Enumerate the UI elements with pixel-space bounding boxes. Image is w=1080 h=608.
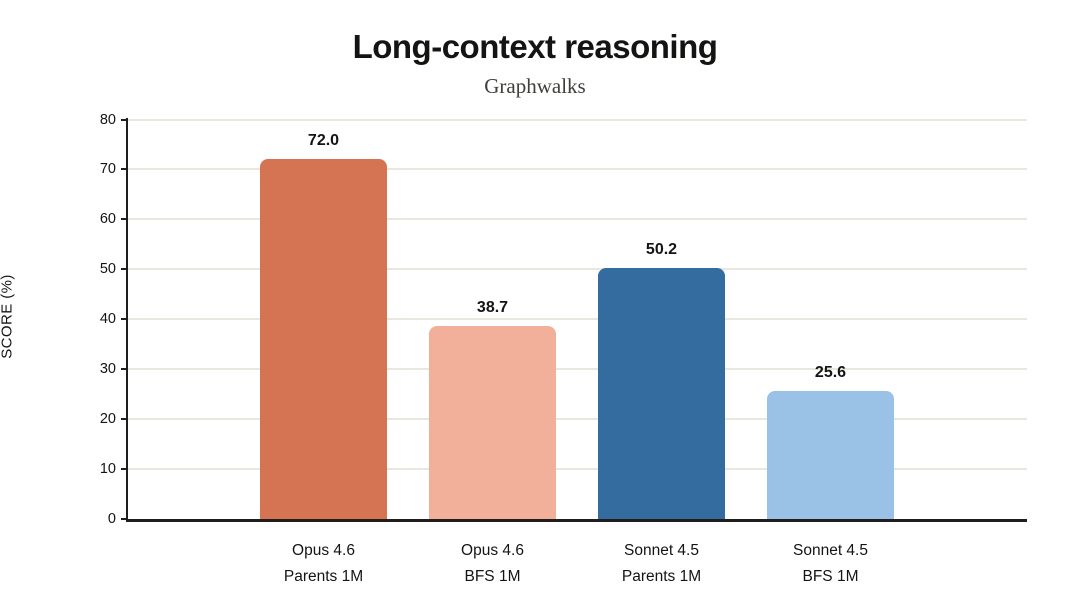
- x-axis-category-line: Parents 1M: [621, 568, 702, 585]
- bar-opus-4-6-bfs-1m: [429, 325, 556, 519]
- x-axis-category-line: BFS 1M: [464, 568, 521, 585]
- y-axis-tick-30: [120, 368, 126, 371]
- y-axis-tick-70: [120, 168, 126, 171]
- x-axis-category-label: Opus 4.6 Parents 1M: [234, 538, 414, 590]
- bar-sonnet-4-5-parents-1m: [598, 268, 725, 519]
- y-axis-tick-label: 20: [99, 411, 116, 428]
- y-axis-tick-40: [120, 318, 126, 321]
- chart-subtitle: Graphwalks: [484, 74, 586, 98]
- bar-sonnet-4-5-bfs-1m: [767, 391, 894, 519]
- x-axis-category-line: BFS 1M: [802, 568, 859, 585]
- y-axis-tick-60: [120, 218, 126, 221]
- x-axis-category-label: Opus 4.6 BFS 1M: [403, 538, 583, 590]
- y-axis-line: [125, 118, 128, 522]
- chart-title: Long-context reasoning: [352, 28, 718, 65]
- gridline-20: [127, 418, 1027, 421]
- gridline-40: [127, 318, 1027, 321]
- y-axis-tick-label: 0: [107, 511, 116, 527]
- y-axis-tick-label: 60: [99, 211, 116, 228]
- bar-value-label: 25.6: [814, 364, 847, 382]
- gridline-70: [127, 168, 1027, 171]
- x-axis-category-line: Parents 1M: [283, 568, 364, 585]
- x-axis-category-line: Opus 4.6: [461, 542, 524, 559]
- y-axis-tick-label: 50: [99, 261, 116, 278]
- x-axis-category-label: Sonnet 4.5 BFS 1M: [741, 538, 921, 590]
- x-axis-category-line: Sonnet 4.5: [793, 542, 868, 559]
- gridline-10: [127, 468, 1027, 471]
- bar-value-label: 38.7: [476, 298, 509, 316]
- gridline-60: [127, 218, 1027, 221]
- bar-value-label: 50.2: [645, 241, 678, 259]
- x-axis-category-label: Sonnet 4.5 Parents 1M: [572, 538, 752, 590]
- gridline-30: [127, 368, 1027, 371]
- x-axis-line: [125, 519, 1027, 522]
- y-axis-tick-10: [120, 468, 126, 471]
- x-axis-category-line: Opus 4.6: [292, 542, 355, 559]
- y-axis-tick-label: 40: [99, 311, 116, 328]
- y-axis-tick-20: [120, 418, 126, 421]
- y-axis-tick-0: [120, 518, 126, 520]
- gridline-80: [127, 118, 1027, 121]
- gridline-50: [127, 268, 1027, 271]
- y-axis-tick-80: [120, 118, 126, 121]
- x-axis-category-line: Sonnet 4.5: [624, 542, 699, 559]
- y-axis-tick-50: [120, 268, 126, 271]
- y-axis-tick-label: 30: [99, 361, 116, 378]
- y-axis-tick-label: 10: [99, 461, 116, 478]
- y-axis-tick-label: 70: [99, 161, 116, 178]
- bar-opus-4-6-parents-1m: [260, 159, 387, 519]
- bar-value-label: 72.0: [307, 132, 340, 150]
- y-axis-tick-label: 80: [99, 111, 116, 128]
